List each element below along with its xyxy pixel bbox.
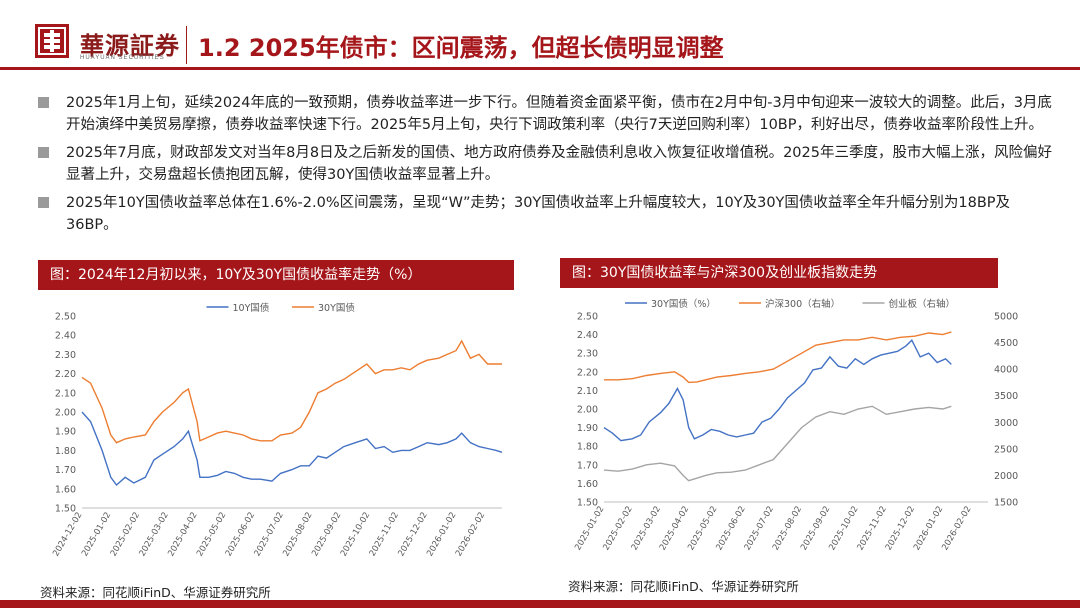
chart1-title: 图：2024年12月初以来，10Y及30Y国债收益率走势（%） — [38, 260, 514, 290]
y-tick-label: 1.90 — [577, 423, 598, 434]
x-tick-label: 2024-12-02 — [51, 511, 84, 559]
x-tick-label: 2025-09-02 — [310, 511, 343, 559]
header-rule — [0, 67, 1080, 70]
bullet-text: 2025年10Y国债收益率总体在1.6%-2.0%区间震荡，呈现“W”走势；30… — [66, 195, 1011, 233]
bullet-square-icon — [38, 197, 49, 208]
brand-logo — [35, 24, 69, 58]
bullet-item: 2025年7月底，财政部发文对当年8月8日及之后新发的国债、地方政府债券及金融债… — [38, 142, 1058, 186]
y-tick-label: 2.50 — [55, 312, 76, 323]
bullet-square-icon — [38, 97, 49, 108]
y-tick-label: 2.30 — [55, 350, 76, 361]
x-tick-label: 2025-04-02 — [166, 511, 199, 559]
x-tick-label: 2025-12-02 — [396, 511, 429, 559]
y2-tick-label: 1500 — [994, 498, 1018, 509]
chart2-30y-vs-indices: 2.50 2.40 2.30 2.20 2.10 2.00 1.90 1.80 1.70 1.60… — [573, 298, 1018, 553]
x-tick-label: 2025-06-02 — [224, 511, 257, 559]
x-tick-label: 2025-07-02 — [253, 511, 286, 559]
y2-tick-label: 3000 — [994, 418, 1018, 429]
y-tick-label: 2.10 — [577, 386, 598, 397]
x-tick-label: 2025-02-02 — [109, 511, 142, 559]
legend-label: 创业板（右轴） — [889, 298, 956, 310]
series-line — [603, 339, 952, 442]
y2-tick-label: 5000 — [994, 312, 1018, 323]
y-tick-label: 2.20 — [55, 369, 76, 380]
y-tick-label: 2.10 — [55, 388, 76, 399]
chart2-source: 资料来源：同花顺iFinD、华源证券研究所 — [568, 579, 799, 594]
y-tick-label: 2.20 — [577, 367, 598, 378]
series-line — [603, 405, 952, 482]
series-line — [604, 331, 952, 384]
y-tick-label: 2.30 — [577, 349, 598, 360]
y-tick-label: 1.70 — [577, 460, 598, 471]
legend-label: 30Y国债（%） — [651, 298, 716, 310]
header-divider — [186, 26, 187, 64]
bullet-text: 2025年1月上旬，延续2024年底的一致预期，债券收益率进一步下行。但随着资金… — [66, 95, 1052, 133]
x-tick-label: 2025-05-02 — [195, 511, 228, 559]
y-tick-label: 2.00 — [577, 405, 598, 416]
x-tick-label: 2025-11-02 — [368, 511, 401, 559]
y-tick-label: 2.00 — [55, 408, 76, 419]
x-tick-label: 2025-03-02 — [138, 511, 171, 559]
y2-tick-label: 2500 — [994, 444, 1018, 455]
x-tick-label: 2026-02-02 — [940, 505, 973, 553]
y-tick-label: 1.80 — [577, 442, 598, 453]
legend-label: 30Y国债 — [318, 302, 355, 314]
x-tick-label: 2025-10-02 — [339, 511, 372, 559]
y2-tick-label: 3500 — [994, 391, 1018, 402]
y-tick-label: 1.50 — [577, 498, 598, 509]
y2-tick-label: 2000 — [994, 471, 1018, 482]
bullet-text: 2025年7月底，财政部发文对当年8月8日及之后新发的国债、地方政府债券及金融债… — [66, 145, 1052, 183]
y-tick-label: 2.40 — [55, 331, 76, 342]
y-tick-label: 2.40 — [577, 330, 598, 341]
bullet-list: 2025年1月上旬，延续2024年底的一致预期，债券收益率进一步下行。但随着资金… — [38, 92, 1058, 242]
x-tick-label: 2025-08-02 — [281, 511, 314, 559]
x-tick-label: 2026-02-02 — [454, 511, 487, 559]
bullet-item: 2025年10Y国债收益率总体在1.6%-2.0%区间震荡，呈现“W”走势；30… — [38, 192, 1058, 236]
x-tick-label: 2026-01-02 — [425, 511, 458, 559]
y-tick-label: 1.60 — [577, 479, 598, 490]
chart2-title: 图：30Y国债收益率与沪深300及创业板指数走势 — [560, 258, 998, 288]
header: 華源証券 HUAYUAN SECURITIES 1.2 2025年债市：区间震荡… — [0, 0, 1080, 68]
y-tick-label: 1.90 — [55, 427, 76, 438]
legend-label: 沪深300（右轴） — [765, 298, 840, 310]
x-tick-label: 2025-01-02 — [80, 511, 113, 559]
y-tick-label: 1.80 — [55, 446, 76, 457]
y2-tick-label: 4500 — [994, 338, 1018, 349]
bullet-square-icon — [38, 147, 49, 158]
brand-name-english: HUAYUAN SECURITIES — [80, 55, 165, 61]
series-line — [81, 411, 503, 487]
y-tick-label: 1.60 — [55, 484, 76, 495]
series-line — [81, 339, 502, 444]
page-title: 1.2 2025年债市：区间震荡，但超长债明显调整 — [198, 34, 724, 62]
y-tick-label: 1.70 — [55, 465, 76, 476]
chart1-yield-10y-30y: 2.50 2.40 2.30 2.20 2.10 2.00 1.90 1.80 1.70 1.60… — [51, 302, 503, 559]
y-tick-label: 1.50 — [55, 504, 76, 515]
bullet-item: 2025年1月上旬，延续2024年底的一致预期，债券收益率进一步下行。但随着资金… — [38, 92, 1058, 136]
footer-bar — [0, 600, 1080, 608]
brand-name: 華源証券 — [80, 31, 180, 60]
y2-tick-label: 4000 — [994, 365, 1018, 376]
y-tick-label: 2.50 — [577, 312, 598, 323]
legend-label: 10Y国债 — [233, 302, 270, 314]
chart1-source: 资料来源：同花顺iFinD、华源证券研究所 — [40, 585, 271, 600]
